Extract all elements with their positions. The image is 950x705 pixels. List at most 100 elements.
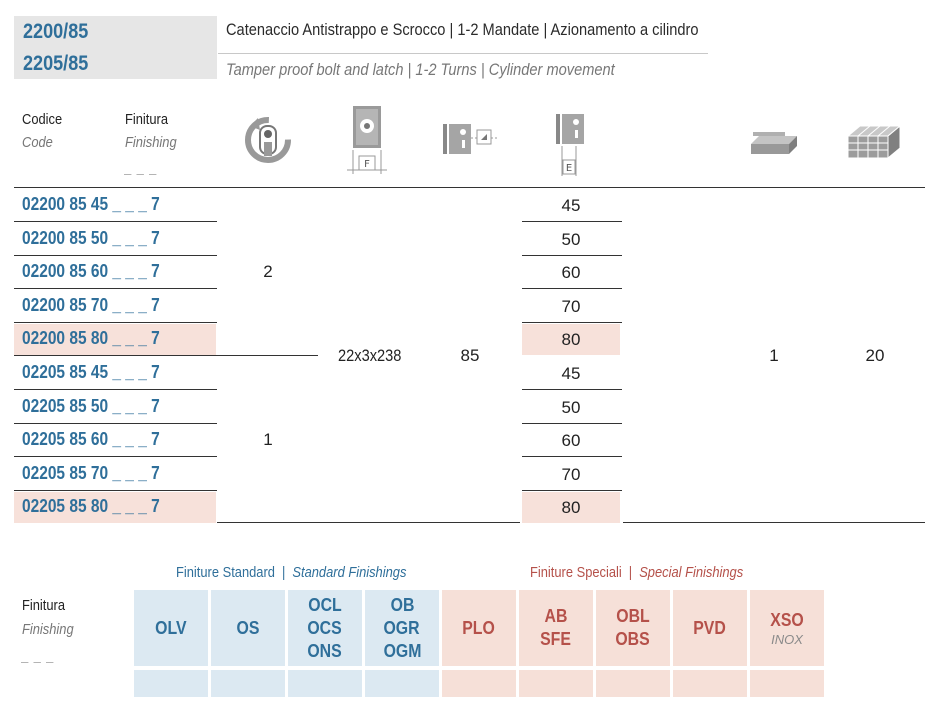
standard-finishing-blank-cell	[134, 670, 208, 697]
row-code: 02205 85 70 _ _ _ 7	[22, 462, 160, 483]
turns-icon	[245, 117, 291, 163]
table-bottom-rule-right	[623, 522, 925, 523]
standard-finishing-blank-cell	[365, 670, 439, 697]
e-highlight	[522, 324, 620, 356]
turns-group-divider	[217, 355, 318, 356]
faceplate-icon: F	[347, 106, 387, 174]
finishing-code: OGM	[383, 640, 421, 661]
finishing-code: OCS	[307, 617, 343, 638]
row-code: 02205 85 50 _ _ _ 7	[22, 395, 160, 416]
row-divider	[14, 422, 217, 424]
row-e-value: 50	[561, 229, 581, 249]
standard-finishings-sep: |	[281, 564, 286, 581]
special-finishing-blank-cell	[442, 670, 516, 697]
special-finishings-sep: |	[628, 564, 633, 581]
faceplate-icon-label: F	[364, 159, 370, 170]
col-code-en: Code	[22, 134, 53, 151]
table-bottom-rule-mid	[217, 522, 520, 523]
row-code: 02200 85 70 _ _ _ 7	[22, 294, 160, 315]
finishing-code: OCL	[308, 594, 342, 615]
row-e-value: 45	[561, 364, 581, 383]
special-finishing-cell: OBL OBS	[596, 590, 670, 666]
finishing-label-it: Finitura	[22, 597, 66, 614]
standard-finishing-cell: OB OGR OGM	[365, 590, 439, 666]
finishing-code: AB	[544, 606, 568, 626]
turns-value-group2: 1	[263, 430, 273, 449]
standard-finishing-cell: OCL OCS ONS	[288, 590, 362, 666]
centre-distance-icon-label: E	[566, 163, 572, 174]
standard-finishings-en: Standard Finishings	[292, 564, 407, 581]
finishing-code: XSO	[770, 610, 804, 630]
finishing-code: PVD	[693, 617, 727, 638]
box-qty-value: 1	[769, 346, 779, 365]
standard-finishings-it: Finiture Standard	[176, 564, 275, 581]
turns-value-group1: 2	[263, 262, 273, 281]
finishing-code: OGR	[383, 617, 421, 638]
carton-qty-value: 20	[865, 346, 885, 365]
special-finishing-blank-cell	[750, 670, 824, 697]
row-code: 02205 85 45 _ _ _ 7	[22, 362, 160, 382]
row-e-value: 80	[561, 330, 581, 350]
special-finishing-cell: PLO	[442, 590, 516, 666]
row-e-value: 60	[561, 431, 581, 451]
special-finishing-cell: PVD	[673, 590, 747, 666]
row-divider	[14, 288, 217, 290]
row-divider	[14, 355, 217, 357]
row-divider	[14, 389, 217, 390]
finishing-code: OS	[236, 617, 260, 638]
row-code: 02200 85 60 _ _ _ 7	[22, 261, 160, 282]
finishing-code: OBL	[616, 606, 650, 626]
col-finish-it: Finitura	[125, 111, 169, 128]
e-highlight	[522, 492, 620, 524]
e-row-divider	[522, 254, 622, 256]
e-row-divider	[522, 288, 622, 290]
e-row-divider	[522, 456, 622, 458]
special-finishing-blank-cell	[673, 670, 747, 697]
row-code: 02200 85 45 _ _ _ 7	[22, 194, 160, 214]
standard-finishing-blank-cell	[288, 670, 362, 697]
carton-icon	[846, 124, 902, 160]
finishing-code: OBS	[615, 629, 651, 649]
box-icon	[751, 132, 797, 154]
finishing-subcode: INOX	[771, 632, 803, 647]
row-e-value: 50	[561, 397, 581, 417]
finishing-label-blank: _ _ _	[22, 648, 56, 665]
backset-value: 85	[460, 346, 480, 365]
finishing-label-en: Finishing	[22, 621, 74, 638]
finishing-code: ONS	[307, 640, 343, 661]
col-code-it: Codice	[22, 111, 63, 128]
row-code: 02200 85 50 _ _ _ 7	[22, 227, 160, 248]
row-code: 02205 85 60 _ _ _ 7	[22, 429, 160, 450]
standard-finishing-cell: OLV	[134, 590, 208, 666]
centre-distance-icon: E	[556, 114, 584, 176]
col-finish-en: Finishing	[125, 134, 177, 151]
row-e-value: 60	[561, 263, 581, 283]
e-row-divider	[522, 389, 622, 390]
row-divider	[14, 456, 217, 458]
row-e-value: 70	[561, 296, 581, 316]
row-divider	[14, 489, 217, 491]
special-finishing-cell: AB SFE	[519, 590, 593, 666]
header-divider	[218, 53, 708, 54]
row-e-value: 45	[561, 196, 581, 215]
e-row-divider	[522, 221, 622, 222]
row-divider	[14, 254, 217, 256]
row-divider	[14, 221, 217, 222]
product-code-1: 2200/85	[23, 20, 89, 43]
special-finishing-blank-cell	[519, 670, 593, 697]
col-finish-blank: _ _ _	[125, 160, 159, 177]
backset-icon	[443, 124, 497, 154]
standard-finishing-blank-cell	[211, 670, 285, 697]
row-code: 02200 85 80 _ _ _ 7	[22, 328, 160, 349]
special-finishings-en: Special Finishings	[639, 564, 744, 581]
e-row-divider	[522, 489, 622, 491]
special-finishings-heading: Finiture Speciali | Special Finishings	[530, 564, 743, 581]
special-finishings-it: Finiture Speciali	[530, 564, 622, 581]
finishing-code: OB	[390, 594, 414, 615]
finishing-code: OLV	[155, 617, 187, 638]
standard-finishing-cell: OS	[211, 590, 285, 666]
special-finishing-cell: XSO INOX	[750, 590, 824, 666]
finishing-code: SFE	[540, 629, 572, 649]
standard-finishings-heading: Finiture Standard | Standard Finishings	[176, 564, 406, 581]
e-row-divider	[522, 321, 622, 323]
